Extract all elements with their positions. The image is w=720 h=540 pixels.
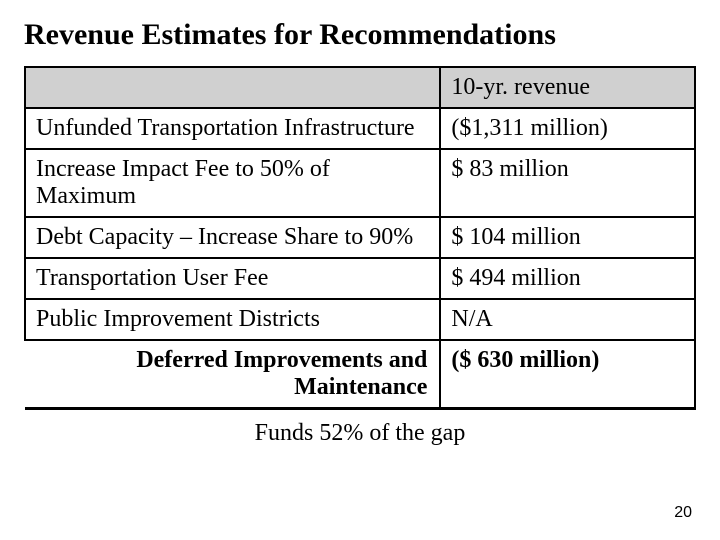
table-row: Increase Impact Fee to 50% of Maximum $ … bbox=[25, 149, 695, 217]
footer-text: Funds 52% of the gap bbox=[24, 420, 696, 447]
row-value: ($1,311 million) bbox=[440, 108, 695, 149]
page-number: 20 bbox=[674, 504, 692, 522]
row-label: Debt Capacity – Increase Share to 90% bbox=[25, 217, 440, 258]
table-row: Transportation User Fee $ 494 million bbox=[25, 258, 695, 299]
row-value: N/A bbox=[440, 299, 695, 340]
row-value: $ 494 million bbox=[440, 258, 695, 299]
table-row: Public Improvement Districts N/A bbox=[25, 299, 695, 340]
summary-label: Deferred Improvements and Maintenance bbox=[25, 340, 440, 409]
header-blank-cell bbox=[25, 67, 440, 108]
row-label: Increase Impact Fee to 50% of Maximum bbox=[25, 149, 440, 217]
table-row: Debt Capacity – Increase Share to 90% $ … bbox=[25, 217, 695, 258]
summary-value: ($ 630 million) bbox=[440, 340, 695, 409]
row-label: Public Improvement Districts bbox=[25, 299, 440, 340]
row-value: $ 83 million bbox=[440, 149, 695, 217]
table-header-row: 10-yr. revenue bbox=[25, 67, 695, 108]
slide-title: Revenue Estimates for Recommendations bbox=[24, 18, 696, 52]
revenue-table: 10-yr. revenue Unfunded Transportation I… bbox=[24, 66, 696, 410]
summary-row: Deferred Improvements and Maintenance ($… bbox=[25, 340, 695, 409]
row-label: Unfunded Transportation Infrastructure bbox=[25, 108, 440, 149]
row-label: Transportation User Fee bbox=[25, 258, 440, 299]
table-row: Unfunded Transportation Infrastructure (… bbox=[25, 108, 695, 149]
row-value: $ 104 million bbox=[440, 217, 695, 258]
header-revenue-cell: 10-yr. revenue bbox=[440, 67, 695, 108]
